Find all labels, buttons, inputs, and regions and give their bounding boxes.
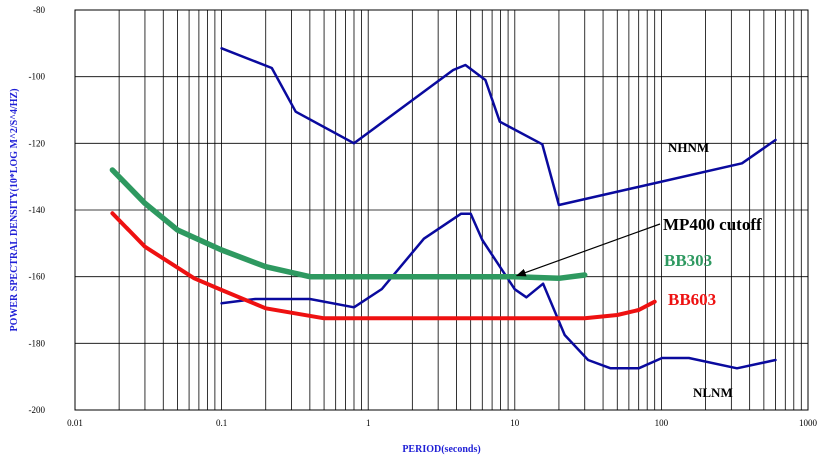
x-tick-label: 1	[366, 418, 371, 428]
series-line-bb303	[109, 167, 588, 282]
x-tick-label: 10	[510, 418, 520, 428]
tick-labels: 0.01 0.1 1 10 100 1000 -80 -100 -120 -140 -160 -180…	[29, 5, 818, 428]
x-tick-label: 100	[655, 418, 669, 428]
x-tick-label: 1000	[799, 418, 818, 428]
y-tick-label: -120	[29, 138, 46, 148]
y-tick-label: -160	[29, 272, 46, 282]
x-tick-label: 0.01	[67, 418, 83, 428]
annotation-bb303: BB303	[664, 251, 712, 270]
grid	[74, 9, 808, 411]
plot-frame	[74, 9, 809, 411]
y-tick-label: -100	[29, 72, 46, 82]
y-axis-title: POWER SPECTRAL DENSITY(10*LOG M^2/S^4/HZ…	[9, 88, 20, 331]
y-tick-label: -140	[29, 205, 46, 215]
annotation-nhnm: NHNM	[668, 140, 709, 155]
annotation-mp400-cutoff: MP400 cutoff	[663, 215, 762, 234]
y-tick-label: -200	[29, 405, 46, 415]
x-tick-label: 0.1	[216, 418, 227, 428]
x-axis-title: PERIOD(seconds)	[402, 444, 480, 455]
annotation-nlnm: NLNM	[693, 385, 733, 400]
y-tick-label: -180	[29, 338, 46, 348]
annotation-arrow	[515, 223, 661, 277]
series-line-bb603	[110, 211, 657, 321]
series-line-nhnm	[220, 47, 777, 207]
y-tick-label: -80	[33, 5, 45, 15]
series-line-nlnm	[220, 212, 777, 370]
annotations: NHNM NLNM MP400 cutoff BB303 BB603	[515, 140, 762, 400]
series-lines	[109, 47, 777, 370]
annotation-bb603: BB603	[668, 290, 716, 309]
